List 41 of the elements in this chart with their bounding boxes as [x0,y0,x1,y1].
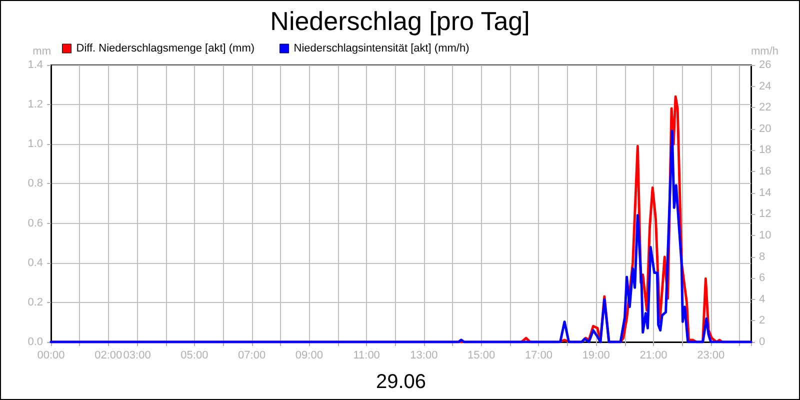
y-tick-label: 1.2 [28,98,43,111]
y-tick-label: 0.4 [28,256,43,269]
y2-axis-title: mm/h [751,46,778,58]
y2-tick-label: 24 [759,80,772,92]
x-tick-label: 02:00 [94,350,122,362]
y2-tick-label: 20 [759,122,772,135]
x-tick-label: 03:00 [123,350,151,362]
y-tick-label: 1.4 [28,59,43,71]
x-tick-label: 11:00 [353,350,380,362]
y2-tick-label: 12 [759,208,772,220]
x-axis-title: 29.06 [376,371,426,393]
x-tick-label: 23:00 [697,350,725,362]
x-tick-label: 17:00 [524,350,552,362]
y2-tick-label: 22 [759,102,772,114]
y-tick-label: 1.0 [28,138,43,150]
y2-tick-label: 18 [759,144,772,156]
y2-tick-label: 8 [759,250,766,263]
y2-tick-label: 16 [759,166,772,178]
y-tick-label: 0.8 [28,178,43,190]
chart-title: Niederschlag [pro Tag] [270,6,530,36]
x-tick-label: 15:00 [468,350,496,362]
x-tick-label: 09:00 [295,350,323,362]
x-tick-label: 13:00 [410,350,438,362]
y2-tick-label: 26 [759,59,772,71]
x-tick-label: 05:00 [180,350,208,362]
x-tick-label: 07:00 [238,350,266,362]
x-tick-label: 19:00 [582,350,610,362]
y-tick-label: 0.0 [28,336,43,348]
y-tick-label: 0.2 [28,296,43,308]
y2-tick-label: 14 [759,186,772,199]
y2-tick-label: 2 [759,314,766,327]
y2-tick-label: 0 [759,336,766,348]
y2-tick-label: 10 [759,229,772,242]
y-axis-title: mm [32,46,51,58]
x-tick-label: 21:00 [640,350,668,362]
x-tick-label: 00:00 [37,350,65,362]
y2-tick-label: 6 [759,272,766,284]
legend-label: Diff. Niederschlagsmenge [akt] (mm) [76,42,255,54]
y2-tick-label: 4 [759,293,766,306]
y-tick-label: 0.6 [28,217,43,230]
legend-label: Niederschlagsintensität [akt] (mm/h) [294,42,470,54]
